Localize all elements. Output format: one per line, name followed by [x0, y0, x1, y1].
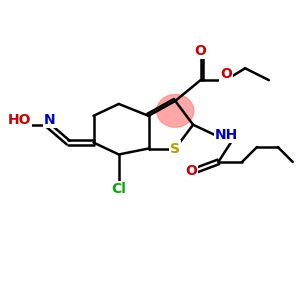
Text: O: O [185, 164, 197, 178]
Text: S: S [170, 142, 180, 155]
Ellipse shape [157, 94, 194, 127]
Text: HO: HO [8, 113, 31, 127]
Text: N: N [44, 113, 56, 127]
Text: NH: NH [215, 128, 238, 142]
Text: O: O [220, 67, 232, 81]
Text: Cl: Cl [111, 182, 126, 196]
Text: O: O [195, 44, 206, 58]
